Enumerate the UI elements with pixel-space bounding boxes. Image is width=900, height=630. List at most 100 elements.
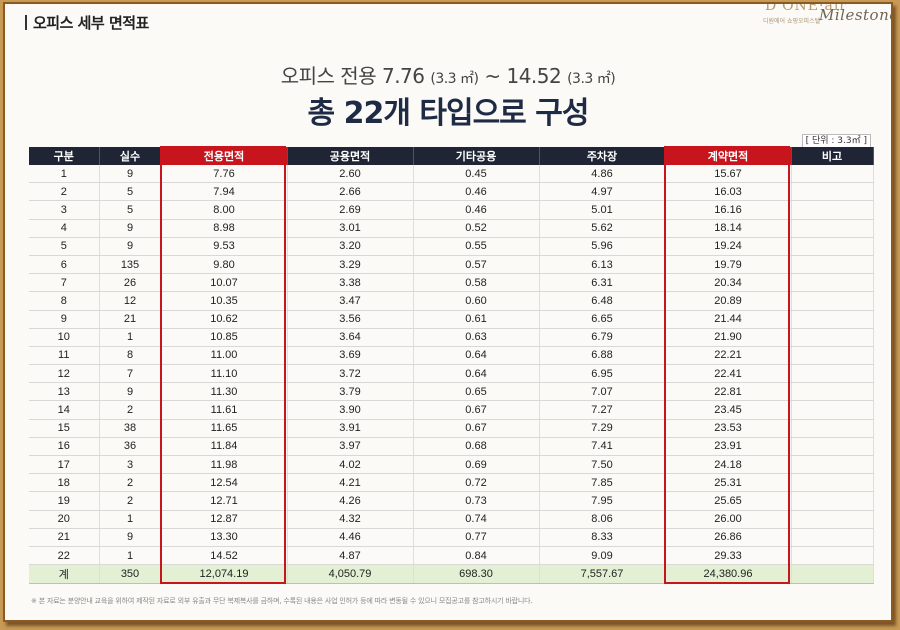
table-row: 3 5 8.00 2.69 0.46 5.01 16.16 [29,200,874,220]
table-cell: 7.94 [161,182,288,202]
section-title: 오피스 세부 면적표 [25,12,149,33]
area-table: 구분 실수 전용면적 공용면적 기타공용 주차장 계약면적 비고 1 9 7.76 2.60 0.45… [29,147,874,585]
table-cell: 11.98 [161,455,288,475]
table-cell: 16 [29,437,100,457]
table-cell: 12.54 [161,473,288,493]
table-cell: 1 [29,165,100,184]
table-cell: 36 [99,437,162,457]
table-cell: 4.46 [287,528,414,547]
table-cell: 25.65 [665,491,792,511]
table-row: 21 9 13.30 4.46 0.77 8.33 26.86 [29,528,874,547]
footnote: ※ 본 자료는 분양안내 교육을 위하여 제작된 자료로 외부 유출과 무단 복… [31,597,533,605]
document-frame: 오피스 세부 면적표 D'ONE·air 디원에어 쇼핑오피스텔 Milesto… [3,2,893,622]
table-cell: 3.01 [287,219,414,238]
table-cell: 7.29 [539,419,666,438]
table-cell [791,255,874,275]
table-cell: 5.62 [539,219,666,238]
table-row: 12 7 11.10 3.72 0.64 6.95 22.41 [29,364,874,384]
table-cell: 6.31 [539,273,666,293]
table-cell: 10.07 [161,273,288,293]
table-cell: 7.41 [539,437,666,457]
table-cell: 3.47 [287,291,414,311]
table-cell: 6.79 [539,328,666,347]
table-cell: 12 [29,364,100,384]
table-cell: 0.73 [413,491,540,511]
table-cell: 0.72 [413,473,540,493]
table-body: 1 9 7.76 2.60 0.45 4.86 15.67 2 5 7.94 2.66 0.46 4.9… [29,165,874,585]
table-row: 10 1 10.85 3.64 0.63 6.79 21.90 [29,328,874,347]
table-cell: 25.31 [665,473,792,493]
table-cell: 9 [99,382,162,402]
table-cell: 19.24 [665,237,792,256]
table-cell: 26 [99,273,162,293]
table-cell: 7.27 [539,400,666,420]
table-cell: 8.00 [161,200,288,220]
table-cell: 18 [29,473,100,493]
table-cell: 0.65 [413,382,540,402]
table-cell: 20.34 [665,273,792,293]
table-cell: 8.98 [161,219,288,238]
table-cell: 2 [29,182,100,202]
table-cell: 4.87 [287,546,414,566]
table-cell: 14.52 [161,546,288,566]
table-cell: 38 [99,419,162,438]
table-cell: 6.48 [539,291,666,311]
table-cell: 8 [29,291,100,311]
table-cell: 5.01 [539,200,666,220]
table-cell: 9.80 [161,255,288,275]
table-cell: 0.60 [413,291,540,311]
table-cell: 23.53 [665,419,792,438]
table-cell: 3 [29,200,100,220]
table-cell: 11.61 [161,400,288,420]
table-cell: 10.62 [161,310,288,329]
table-row: 22 1 14.52 4.87 0.84 9.09 29.33 [29,546,874,566]
table-cell: 0.55 [413,237,540,256]
table-cell [791,455,874,475]
table-cell [791,528,874,547]
table-cell: 3.38 [287,273,414,293]
table-row: 17 3 11.98 4.02 0.69 7.50 24.18 [29,455,874,475]
table-cell: 7.50 [539,455,666,475]
headline: 총 22개 타입으로 구성 [307,96,590,131]
table-cell: 16.03 [665,182,792,202]
table-cell: 4.97 [539,182,666,202]
logo-wordmark: D'ONE·air [765,2,847,14]
table-cell: 6 [29,255,100,275]
table-cell: 16.16 [665,200,792,220]
table-cell [791,419,874,438]
table-cell: 2 [99,491,162,511]
table-row: 5 9 9.53 3.20 0.55 5.96 19.24 [29,237,874,256]
table-cell [791,546,874,566]
table-cell: 20.89 [665,291,792,311]
table-row: 8 12 10.35 3.47 0.60 6.48 20.89 [29,291,874,311]
table-cell: 7.07 [539,382,666,402]
table-cell: 0.45 [413,165,540,184]
table-cell: 18.14 [665,219,792,238]
table-cell: 26.86 [665,528,792,547]
logo-tagline: 디원에어 쇼핑오피스텔 [763,18,821,25]
table-cell: 0.46 [413,200,540,220]
total-cell: 4,050.79 [287,564,414,585]
table-row: 2 5 7.94 2.66 0.46 4.97 16.03 [29,182,874,202]
table-cell: 21.44 [665,310,792,329]
table-cell [791,200,874,220]
table-header-row: 구분 실수 전용면적 공용면적 기타공용 주차장 계약면적 비고 [29,147,874,165]
table-cell [791,364,874,384]
table-row: 11 8 11.00 3.69 0.64 6.88 22.21 [29,346,874,366]
table-cell: 13 [29,382,100,402]
table-cell: 12 [99,291,162,311]
table-cell: 19 [29,491,100,511]
table-cell: 9 [99,219,162,238]
table-cell: 21 [99,310,162,329]
table-cell: 15.67 [665,165,792,184]
table-cell: 2 [99,473,162,493]
table-cell [791,219,874,238]
table-cell [791,510,874,529]
table-cell: 5 [99,200,162,220]
table-cell: 6.95 [539,364,666,384]
table-cell: 9.09 [539,546,666,566]
table-cell: 3.79 [287,382,414,402]
table-cell: 7.95 [539,491,666,511]
table-row: 13 9 11.30 3.79 0.65 7.07 22.81 [29,382,874,402]
table-cell: 3.97 [287,437,414,457]
